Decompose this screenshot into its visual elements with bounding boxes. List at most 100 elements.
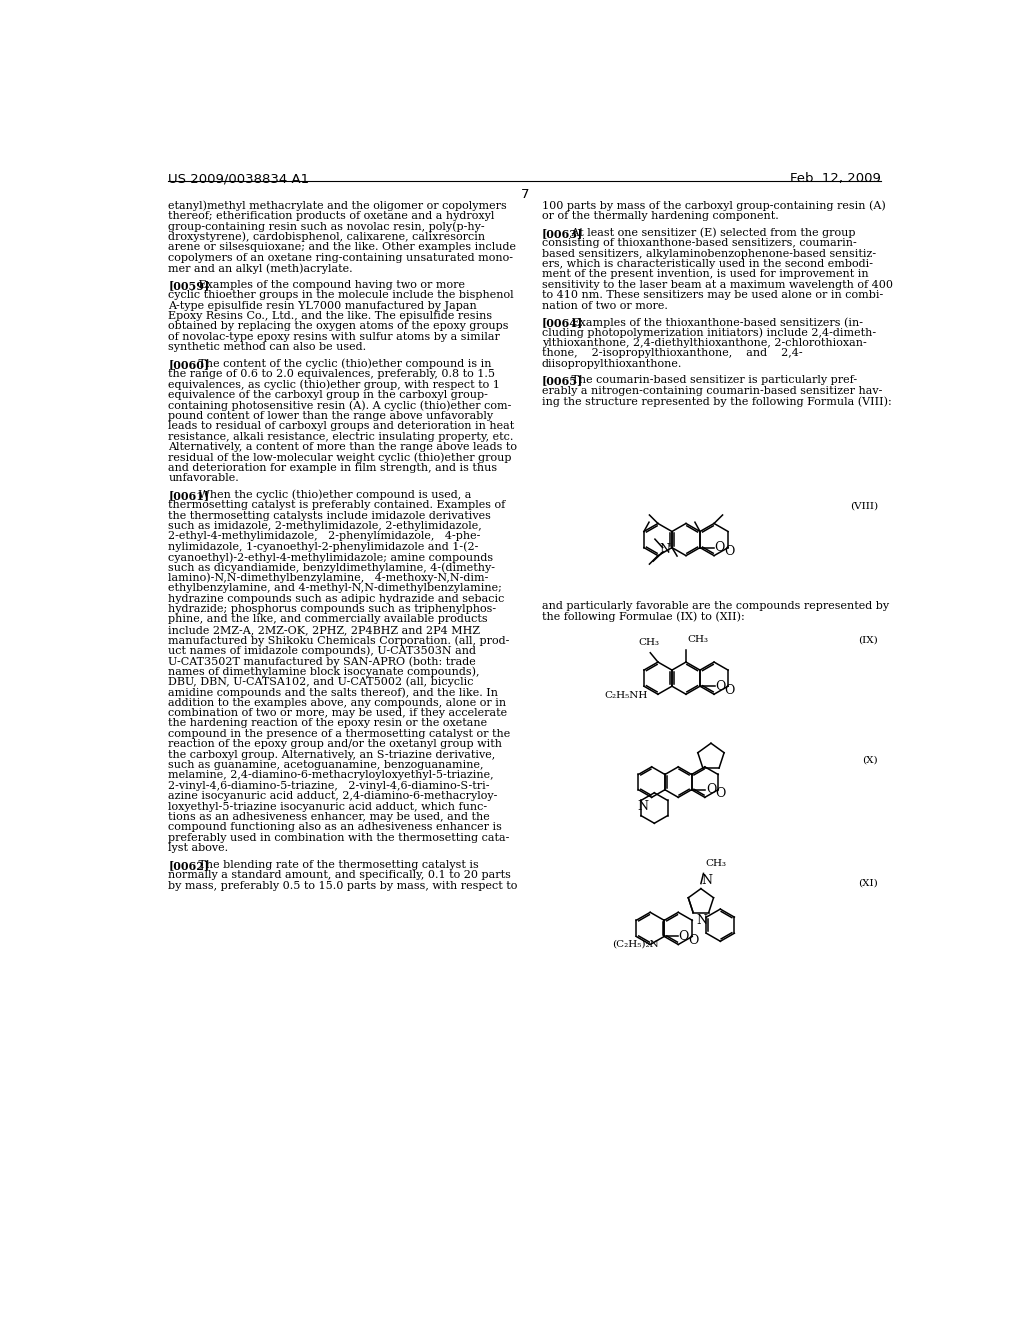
- Text: etanyl)methyl methacrylate and the oligomer or copolymers: etanyl)methyl methacrylate and the oligo…: [168, 201, 507, 211]
- Text: unfavorable.: unfavorable.: [168, 473, 239, 483]
- Text: based sensitizers, alkylaminobenzophenone-based sensitiz-: based sensitizers, alkylaminobenzophenon…: [542, 248, 876, 259]
- Text: [0062]: [0062]: [168, 859, 210, 871]
- Text: ers, which is characteristically used in the second embodi-: ers, which is characteristically used in…: [542, 259, 872, 269]
- Text: amidine compounds and the salts thereof), and the like. In: amidine compounds and the salts thereof)…: [168, 688, 499, 698]
- Text: uct names of imidazole compounds), U-CAT3503N and: uct names of imidazole compounds), U-CAT…: [168, 645, 476, 656]
- Text: leads to residual of carboxyl groups and deterioration in heat: leads to residual of carboxyl groups and…: [168, 421, 514, 432]
- Text: 7: 7: [520, 187, 529, 201]
- Text: normally a standard amount, and specifically, 0.1 to 20 parts: normally a standard amount, and specific…: [168, 870, 511, 880]
- Text: residual of the low-molecular weight cyclic (thio)ether group: residual of the low-molecular weight cyc…: [168, 453, 512, 463]
- Text: thone,    2-isopropylthioxanthone,    and    2,4-: thone, 2-isopropylthioxanthone, and 2,4-: [542, 348, 803, 358]
- Text: [0061]: [0061]: [168, 490, 210, 500]
- Text: N: N: [701, 874, 713, 887]
- Text: (IX): (IX): [858, 636, 879, 644]
- Text: At least one sensitizer (E) selected from the group: At least one sensitizer (E) selected fro…: [561, 228, 856, 239]
- Text: lyst above.: lyst above.: [168, 843, 228, 853]
- Text: combination of two or more, may be used, if they accelerate: combination of two or more, may be used,…: [168, 708, 508, 718]
- Text: equivalences, as cyclic (thio)ether group, with respect to 1: equivalences, as cyclic (thio)ether grou…: [168, 380, 500, 391]
- Text: N: N: [659, 543, 671, 556]
- Text: O: O: [715, 787, 725, 800]
- Text: [0064]: [0064]: [542, 317, 583, 329]
- Text: names of dimethylamine block isocyanate compounds),: names of dimethylamine block isocyanate …: [168, 667, 480, 677]
- Text: resistance, alkali resistance, electric insulating property, etc.: resistance, alkali resistance, electric …: [168, 432, 514, 441]
- Text: ing the structure represented by the following Formula (VIII):: ing the structure represented by the fol…: [542, 396, 892, 407]
- Text: O: O: [716, 680, 726, 693]
- Text: thereof; etherification products of oxetane and a hydroxyl: thereof; etherification products of oxet…: [168, 211, 495, 222]
- Text: copolymers of an oxetane ring-containing unsaturated mono-: copolymers of an oxetane ring-containing…: [168, 252, 513, 263]
- Text: sensitivity to the laser beam at a maximum wavelength of 400: sensitivity to the laser beam at a maxim…: [542, 280, 893, 290]
- Text: compound in the presence of a thermosetting catalyst or the: compound in the presence of a thermosett…: [168, 729, 511, 739]
- Text: or of the thermally hardening component.: or of the thermally hardening component.: [542, 211, 778, 222]
- Text: 2-ethyl-4-methylimidazole,   2-phenylimidazole,   4-phe-: 2-ethyl-4-methylimidazole, 2-phenylimida…: [168, 532, 480, 541]
- Text: and deterioration for example in film strength, and is thus: and deterioration for example in film st…: [168, 463, 498, 473]
- Text: loxyethyl-5-triazine isocyanuric acid adduct, which func-: loxyethyl-5-triazine isocyanuric acid ad…: [168, 801, 487, 812]
- Text: the hardening reaction of the epoxy resin or the oxetane: the hardening reaction of the epoxy resi…: [168, 718, 487, 729]
- Text: C₂H₅NH: C₂H₅NH: [604, 692, 648, 701]
- Text: and particularly favorable are the compounds represented by: and particularly favorable are the compo…: [542, 601, 889, 611]
- Text: the following Formulae (IX) to (XII):: the following Formulae (IX) to (XII):: [542, 611, 744, 622]
- Text: equivalence of the carboxyl group in the carboxyl group-: equivalence of the carboxyl group in the…: [168, 389, 488, 400]
- Text: such as guanamine, acetoguanamine, benzoguanamine,: such as guanamine, acetoguanamine, benzo…: [168, 760, 483, 770]
- Text: lamino)-N,N-dimethylbenzylamine,   4-methoxy-N,N-dim-: lamino)-N,N-dimethylbenzylamine, 4-metho…: [168, 573, 488, 583]
- Text: CH₃: CH₃: [687, 635, 709, 644]
- Text: pound content of lower than the range above unfavorably: pound content of lower than the range ab…: [168, 411, 494, 421]
- Text: (C₂H₅)₂N: (C₂H₅)₂N: [612, 940, 659, 949]
- Text: melamine, 2,4-diamino-6-methacryloyloxyethyl-5-triazine,: melamine, 2,4-diamino-6-methacryloyloxye…: [168, 771, 494, 780]
- Text: A-type episulfide resin YL7000 manufactured by Japan: A-type episulfide resin YL7000 manufactu…: [168, 301, 477, 310]
- Text: Examples of the thioxanthone-based sensitizers (in-: Examples of the thioxanthone-based sensi…: [561, 317, 863, 327]
- Text: CH₃: CH₃: [638, 638, 659, 647]
- Text: tions as an adhesiveness enhancer, may be used, and the: tions as an adhesiveness enhancer, may b…: [168, 812, 490, 822]
- Text: cluding photopolymerization initiators) include 2,4-dimeth-: cluding photopolymerization initiators) …: [542, 327, 876, 338]
- Text: 2-vinyl-4,6-diamino-5-triazine,   2-vinyl-4,6-diamino-S-tri-: 2-vinyl-4,6-diamino-5-triazine, 2-vinyl-…: [168, 781, 489, 791]
- Text: N: N: [637, 800, 648, 813]
- Text: ylthioxanthone, 2,4-diethylthioxanthone, 2-chlorothioxan-: ylthioxanthone, 2,4-diethylthioxanthone,…: [542, 338, 866, 348]
- Text: to 410 nm. These sensitizers may be used alone or in combi-: to 410 nm. These sensitizers may be used…: [542, 290, 883, 300]
- Text: US 2009/0038834 A1: US 2009/0038834 A1: [168, 173, 309, 185]
- Text: [0060]: [0060]: [168, 359, 210, 370]
- Text: Epoxy Resins Co., Ltd., and the like. The episulfide resins: Epoxy Resins Co., Ltd., and the like. Th…: [168, 312, 493, 321]
- Text: by mass, preferably 0.5 to 15.0 parts by mass, with respect to: by mass, preferably 0.5 to 15.0 parts by…: [168, 880, 518, 891]
- Text: mer and an alkyl (meth)acrylate.: mer and an alkyl (meth)acrylate.: [168, 263, 353, 273]
- Text: DBU, DBN, U-CATSA102, and U-CAT5002 (all, bicyclic: DBU, DBN, U-CATSA102, and U-CAT5002 (all…: [168, 677, 474, 688]
- Text: (X): (X): [862, 755, 879, 764]
- Text: azine isocyanuric acid adduct, 2,4-diamino-6-methacryloy-: azine isocyanuric acid adduct, 2,4-diami…: [168, 791, 498, 801]
- Text: arene or silsesquioxane; and the like. Other examples include: arene or silsesquioxane; and the like. O…: [168, 243, 516, 252]
- Text: thermosetting catalyst is preferably contained. Examples of: thermosetting catalyst is preferably con…: [168, 500, 506, 510]
- Text: O: O: [706, 783, 717, 796]
- Text: CH₃: CH₃: [705, 859, 726, 869]
- Text: The content of the cyclic (thio)ether compound is in: The content of the cyclic (thio)ether co…: [187, 359, 492, 370]
- Text: synthetic method can also be used.: synthetic method can also be used.: [168, 342, 367, 352]
- Text: such as imidazole, 2-methylimidazole, 2-ethylimidazole,: such as imidazole, 2-methylimidazole, 2-…: [168, 521, 482, 531]
- Text: include 2MZ-A, 2MZ-OK, 2PHZ, 2P4BHZ and 2P4 MHZ: include 2MZ-A, 2MZ-OK, 2PHZ, 2P4BHZ and …: [168, 624, 480, 635]
- Text: reaction of the epoxy group and/or the oxetanyl group with: reaction of the epoxy group and/or the o…: [168, 739, 503, 750]
- Text: O: O: [724, 545, 735, 558]
- Text: [0059]: [0059]: [168, 280, 210, 290]
- Text: The blending rate of the thermosetting catalyst is: The blending rate of the thermosetting c…: [187, 859, 478, 870]
- Text: such as dicyandiamide, benzyldimethylamine, 4-(dimethy-: such as dicyandiamide, benzyldimethylami…: [168, 562, 496, 573]
- Text: consisting of thioxanthone-based sensitizers, coumarin-: consisting of thioxanthone-based sensiti…: [542, 238, 857, 248]
- Text: the thermosetting catalysts include imidazole derivatives: the thermosetting catalysts include imid…: [168, 511, 492, 520]
- Text: (XI): (XI): [858, 878, 879, 887]
- Text: addition to the examples above, any compounds, alone or in: addition to the examples above, any comp…: [168, 698, 507, 708]
- Text: of novolac-type epoxy resins with sulfur atoms by a similar: of novolac-type epoxy resins with sulfur…: [168, 331, 500, 342]
- Text: 100 parts by mass of the carboxyl group-containing resin (A): 100 parts by mass of the carboxyl group-…: [542, 201, 886, 211]
- Text: manufactured by Shikoku Chemicals Corporation. (all, prod-: manufactured by Shikoku Chemicals Corpor…: [168, 635, 510, 645]
- Text: O: O: [679, 931, 689, 942]
- Text: O: O: [715, 541, 725, 554]
- Text: Examples of the compound having two or more: Examples of the compound having two or m…: [187, 280, 465, 290]
- Text: droxystyrene), cardobisphenol, calixarene, calixresorcin: droxystyrene), cardobisphenol, calixaren…: [168, 232, 485, 243]
- Text: N: N: [696, 915, 707, 927]
- Text: (VIII): (VIII): [850, 502, 879, 510]
- Text: hydrazide; phosphorus compounds such as triphenylphos-: hydrazide; phosphorus compounds such as …: [168, 605, 497, 614]
- Text: The coumarin-based sensitizer is particularly pref-: The coumarin-based sensitizer is particu…: [561, 375, 857, 385]
- Text: cyanoethyl)-2-ethyl-4-methylimidazole; amine compounds: cyanoethyl)-2-ethyl-4-methylimidazole; a…: [168, 552, 494, 562]
- Text: hydrazine compounds such as adipic hydrazide and sebacic: hydrazine compounds such as adipic hydra…: [168, 594, 505, 603]
- Text: phine, and the like, and commercially available products: phine, and the like, and commercially av…: [168, 615, 487, 624]
- Text: preferably used in combination with the thermosetting cata-: preferably used in combination with the …: [168, 833, 510, 842]
- Text: ment of the present invention, is used for improvement in: ment of the present invention, is used f…: [542, 269, 868, 280]
- Text: compound functioning also as an adhesiveness enhancer is: compound functioning also as an adhesive…: [168, 822, 502, 833]
- Text: When the cyclic (thio)ether compound is used, a: When the cyclic (thio)ether compound is …: [187, 490, 471, 500]
- Text: diisopropylthioxanthone.: diisopropylthioxanthone.: [542, 359, 682, 368]
- Text: O: O: [724, 684, 735, 697]
- Text: group-containing resin such as novolac resin, poly(p-hy-: group-containing resin such as novolac r…: [168, 222, 485, 232]
